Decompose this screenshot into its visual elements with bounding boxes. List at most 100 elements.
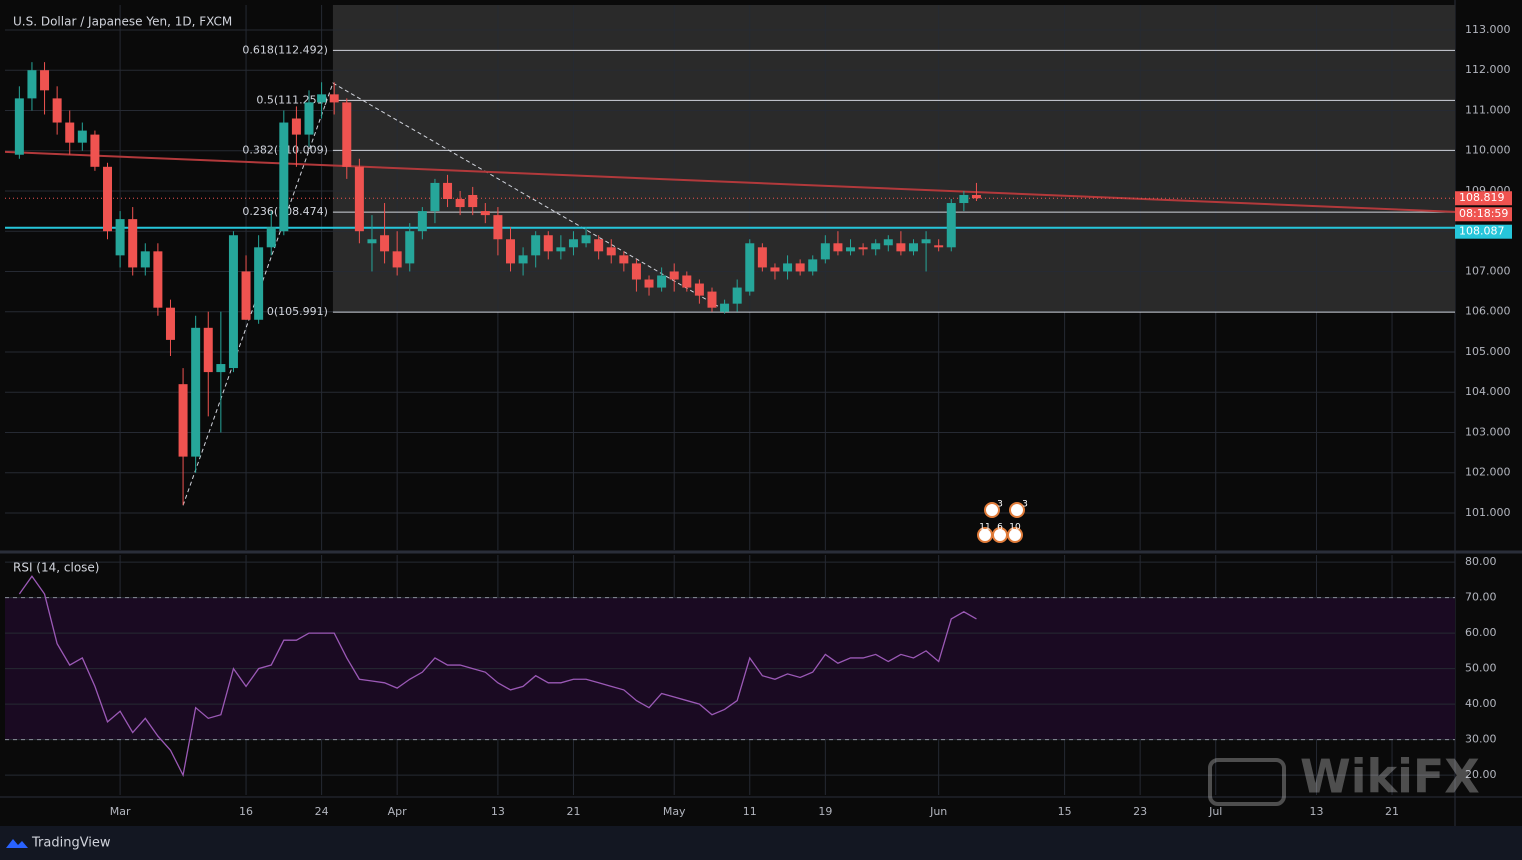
candle-body: [971, 194, 981, 199]
x-tick-label: 11: [743, 805, 757, 818]
candle-body: [140, 251, 150, 268]
candle-body: [153, 251, 163, 308]
candle-body: [430, 182, 440, 212]
y-tick-label: 106.000: [1465, 305, 1511, 318]
candle-body: [934, 245, 944, 248]
candle-body: [783, 263, 793, 272]
candle-body: [820, 243, 830, 260]
candle-body: [959, 194, 969, 204]
candle-body: [896, 243, 906, 252]
y-tick-label: 101.000: [1465, 506, 1511, 519]
support-label: 108.087: [1459, 225, 1505, 238]
candle-body: [203, 327, 213, 373]
last-price-label: 108.819: [1459, 191, 1505, 204]
candle-body: [77, 130, 87, 143]
candle-body: [329, 94, 339, 103]
y-tick-label: 60.00: [1465, 626, 1497, 639]
candle-body: [304, 102, 314, 135]
candle-body: [90, 134, 100, 167]
x-tick-label: 16: [239, 805, 253, 818]
x-tick-label: Apr: [388, 805, 408, 818]
candle-body: [493, 215, 503, 240]
fib-label: 0.618(112.492): [242, 43, 328, 56]
candle-body: [228, 235, 238, 369]
y-tick-label: 111.000: [1465, 103, 1511, 116]
event-marker[interactable]: [1009, 502, 1025, 518]
x-tick-label: 23: [1133, 805, 1147, 818]
candle-body: [745, 243, 755, 292]
x-tick-label: 13: [1309, 805, 1323, 818]
candle-body: [732, 287, 742, 304]
candle-body: [707, 291, 717, 308]
x-tick-label: 19: [818, 805, 832, 818]
y-tick-label: 40.00: [1465, 697, 1497, 710]
candle-body: [103, 166, 113, 232]
candle-body: [908, 243, 918, 252]
x-tick-label: 21: [566, 805, 580, 818]
candle-body: [858, 247, 868, 250]
candle-body: [279, 122, 289, 232]
candle-body: [883, 239, 893, 246]
candle-body: [921, 239, 931, 244]
event-count: 10: [1009, 523, 1021, 533]
candle-body: [619, 255, 629, 264]
y-tick-label: 30.00: [1465, 733, 1497, 746]
candle-body: [720, 303, 730, 312]
candle-body: [631, 263, 641, 280]
y-tick-label: 107.000: [1465, 264, 1511, 277]
y-tick-label: 102.000: [1465, 466, 1511, 479]
trendline: [4, 150, 1456, 213]
countdown-label-box: [1455, 207, 1512, 222]
x-tick-label: 15: [1058, 805, 1072, 818]
candle-body: [254, 247, 264, 320]
candle-body: [669, 271, 679, 280]
event-marker[interactable]: [984, 502, 1000, 518]
candle-body: [241, 271, 251, 320]
y-tick-label: 112.000: [1465, 63, 1511, 76]
fib-label: 0(105.991): [267, 305, 328, 318]
candle-body: [128, 219, 138, 268]
candle-body: [505, 239, 515, 264]
last-price-label-box: [1455, 191, 1512, 206]
candle-body: [165, 307, 175, 340]
candle-body: [833, 243, 843, 252]
y-tick-label: 103.000: [1465, 425, 1511, 438]
candle-body: [266, 227, 276, 248]
candle-body: [480, 211, 490, 216]
candle-body: [531, 235, 541, 256]
x-tick-label: May: [663, 805, 686, 818]
x-tick-label: 13: [491, 805, 505, 818]
rsi-line: [18, 575, 977, 778]
candle-body: [417, 211, 427, 232]
event-marker[interactable]: [1007, 527, 1023, 543]
y-tick-label: 104.000: [1465, 385, 1511, 398]
candle-body: [443, 182, 453, 200]
candle-body: [543, 235, 553, 252]
x-tick-label: 21: [1385, 805, 1399, 818]
x-tick-label: 24: [315, 805, 329, 818]
rsi-title: RSI (14, close): [13, 561, 99, 575]
brand[interactable]: TradingView: [31, 836, 111, 851]
x-tick-label: Mar: [110, 805, 131, 818]
event-count: 11: [979, 523, 990, 533]
watermark-logo: [1208, 758, 1286, 806]
candle-body: [27, 70, 37, 99]
countdown-label: 08:18:59: [1459, 207, 1508, 220]
watermark: WikiFX: [1300, 750, 1480, 804]
candle-body: [556, 247, 566, 252]
candle-body: [216, 364, 226, 373]
candle-body: [392, 251, 402, 268]
candle-body: [946, 203, 956, 248]
y-tick-label: 113.000: [1465, 23, 1511, 36]
candle-body: [657, 275, 667, 288]
candle-body: [581, 235, 591, 244]
y-tick-label: 50.00: [1465, 662, 1497, 675]
chart-title: U.S. Dollar / Japanese Yen, 1D, FXCM: [13, 15, 232, 29]
footer: [0, 826, 1522, 860]
brand-logo: [6, 839, 28, 848]
candle-body: [178, 384, 188, 457]
candle-body: [14, 98, 24, 155]
x-tick-label: Jul: [1208, 805, 1222, 818]
candle-body: [871, 243, 881, 250]
